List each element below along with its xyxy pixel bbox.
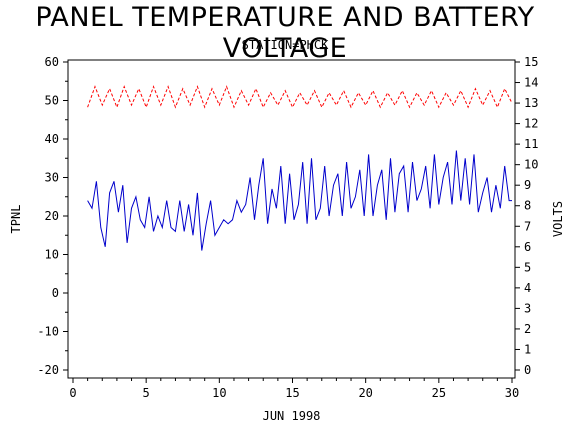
y-right-tick-label: 2 — [524, 322, 531, 336]
y-right-tick-label: 13 — [524, 96, 538, 110]
y-right-tick-label: 9 — [524, 178, 531, 192]
y-left-tick-label: -20 — [37, 363, 59, 377]
y-right-tick-label: 10 — [524, 158, 538, 172]
y-right-tick-label: 5 — [524, 260, 531, 274]
y-left-axis-label: TPNL — [9, 205, 23, 234]
y-right-tick-label: 8 — [524, 199, 531, 213]
x-tick-label: 5 — [143, 386, 150, 400]
y-right-tick-label: 0 — [524, 363, 531, 377]
y-right-axis-label: VOLTS — [551, 201, 565, 237]
panel-temperature-line — [87, 150, 512, 251]
y-right-tick-label: 15 — [524, 55, 538, 69]
y-left-tick-label: 40 — [45, 132, 59, 146]
x-tick-label: 0 — [69, 386, 76, 400]
x-tick-label: 15 — [285, 386, 299, 400]
chart-title: PANEL TEMPERATURE AND BATTERY VOLTAGE — [35, 2, 535, 64]
y-right-tick-label: 14 — [524, 76, 538, 90]
x-tick-label: 30 — [505, 386, 519, 400]
y-right-tick-label: 4 — [524, 281, 531, 295]
x-tick-label: 10 — [212, 386, 226, 400]
y-left-tick-label: 50 — [45, 94, 59, 108]
y-right-tick-label: 3 — [524, 301, 531, 315]
y-left-tick-label: 20 — [45, 209, 59, 223]
y-right-tick-label: 1 — [524, 342, 531, 356]
y-right-tick-label: 12 — [524, 117, 538, 131]
y-right-tick-label: 11 — [524, 137, 538, 151]
battery-voltage-line — [87, 85, 513, 109]
y-left-tick-label: 0 — [52, 286, 59, 300]
x-axis-label: JUN 1998 — [263, 409, 321, 423]
y-left-tick-label: 10 — [45, 248, 59, 262]
y-left-tick-label: 60 — [45, 55, 59, 69]
x-tick-label: 20 — [358, 386, 372, 400]
y-right-tick-label: 7 — [524, 219, 531, 233]
y-left-tick-label: -10 — [37, 325, 59, 339]
x-tick-label: 25 — [432, 386, 446, 400]
y-right-tick-label: 6 — [524, 240, 531, 254]
chart-subtitle: STATION=PHCK — [241, 38, 329, 52]
plot-frame — [67, 59, 516, 379]
y-left-tick-label: 30 — [45, 171, 59, 185]
